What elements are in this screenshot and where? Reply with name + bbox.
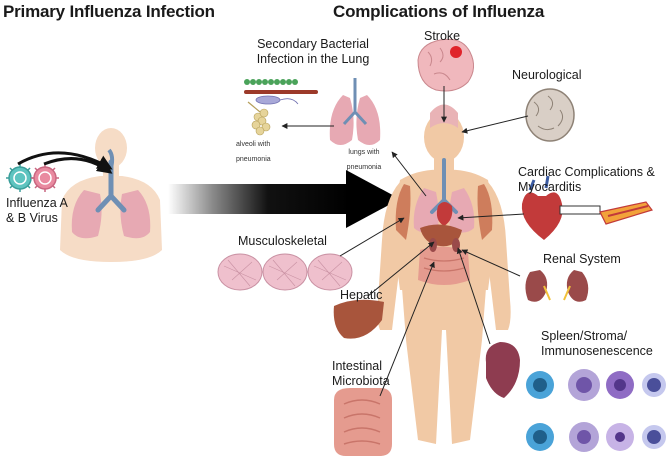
spleen-label: Spleen/Stroma/ Immunosenescence [541, 329, 653, 358]
alveoli-icon [247, 101, 271, 136]
spleen-immune [456, 247, 666, 452]
immune-cells-row-1 [526, 369, 666, 401]
influenza-b-virus-icon [31, 164, 59, 192]
secondary-bacterial-label: Secondary Bacterial Infection in the Lun… [256, 37, 370, 66]
stroke-label: Stroke [424, 29, 461, 43]
musculoskeletal-label: Musculoskeletal [238, 234, 327, 248]
hepatic-label: Hepatic [340, 288, 383, 302]
neurological-label: Neurological [512, 68, 582, 82]
primary-infection-heading: Primary Influenza Infection [3, 2, 215, 21]
intestinal-label: Intestinal Microbiota [332, 359, 390, 388]
cardiac-label: Cardiac Complications & Myocarditis [518, 165, 655, 194]
lungs-pneumonia-label: lungs with pneumonia [346, 149, 382, 171]
primary-infection-torso [60, 128, 162, 262]
virus-icons [6, 151, 113, 192]
cardiac-complications [457, 175, 653, 240]
human-body [377, 104, 511, 444]
bacterium-rod-icon [244, 90, 318, 94]
renal-label: Renal System [543, 252, 621, 266]
hepatic-liver [333, 241, 435, 339]
renal-kidneys [461, 249, 589, 302]
immune-cells-row-2 [526, 422, 666, 452]
complications-heading: Complications of Influenza [333, 2, 545, 21]
influenza-a-virus-icon [6, 164, 34, 192]
stroke-brain [417, 38, 474, 123]
alveoli-label: alveoli with pneumonia [236, 141, 271, 163]
intestinal-tract [334, 261, 435, 456]
secondary-bacterial-infection [244, 78, 427, 197]
bacteria-chain-icon [244, 79, 298, 85]
pneumonia-lungs-icon [329, 78, 381, 145]
bacterium-icon [255, 95, 299, 105]
musculoskeletal-tissue [217, 217, 405, 291]
virus-label: Influenza A & B Virus [6, 196, 68, 225]
progression-arrow [168, 170, 400, 228]
neurological-brain-scan [461, 88, 575, 142]
